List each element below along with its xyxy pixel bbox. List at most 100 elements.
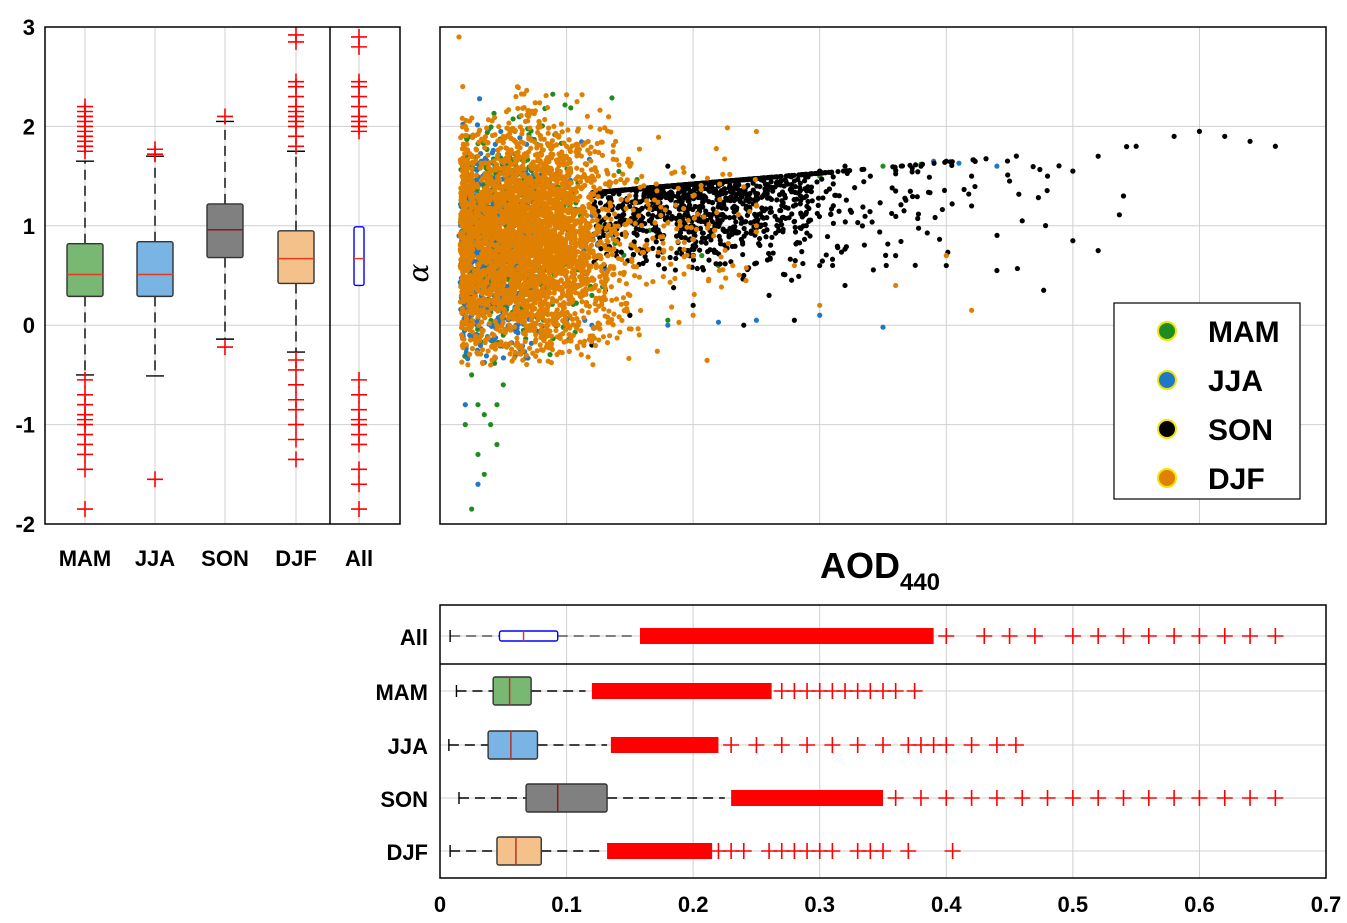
scatter-point bbox=[804, 230, 810, 236]
scatter-point bbox=[791, 317, 798, 323]
scatter-point bbox=[877, 200, 883, 206]
scatter-point bbox=[720, 171, 726, 177]
scatter-point bbox=[567, 146, 573, 152]
scatter-point bbox=[861, 166, 867, 172]
scatter-point bbox=[654, 188, 660, 194]
scatter-point bbox=[597, 326, 603, 332]
scatter-point bbox=[828, 211, 834, 217]
scatter-point bbox=[493, 264, 500, 270]
scatter-point bbox=[530, 350, 536, 356]
scatter-point bbox=[690, 173, 696, 179]
scatter-point bbox=[717, 196, 723, 203]
scatter-point bbox=[462, 422, 468, 428]
scatter-point bbox=[716, 201, 722, 207]
outlier-marker bbox=[351, 476, 367, 493]
scatter-point bbox=[842, 163, 848, 169]
scatter-point bbox=[709, 199, 716, 206]
scatter-point bbox=[630, 252, 636, 258]
scatter-point bbox=[557, 302, 563, 308]
scatter-point bbox=[508, 346, 515, 352]
scatter-point bbox=[665, 163, 671, 169]
scatter-point bbox=[723, 206, 729, 212]
scatter-point bbox=[725, 196, 731, 203]
scatter-point bbox=[994, 267, 1000, 274]
scatter-point bbox=[497, 171, 503, 177]
scatter-point bbox=[585, 309, 592, 316]
scatter-point bbox=[608, 284, 614, 290]
scatter-point bbox=[753, 128, 760, 135]
scatter-point bbox=[721, 199, 727, 205]
scatter-point bbox=[939, 206, 945, 213]
scatter-point bbox=[610, 142, 617, 148]
scatter-point bbox=[767, 256, 773, 262]
box-iqr bbox=[277, 230, 315, 285]
scatter-point bbox=[585, 138, 591, 145]
scatter-point bbox=[506, 120, 512, 126]
scatter-point bbox=[1095, 248, 1101, 254]
scatter-point bbox=[524, 361, 530, 368]
scatter-point bbox=[913, 162, 919, 168]
scatter-point bbox=[520, 357, 526, 363]
scatter-point bbox=[465, 356, 471, 362]
scatter-point bbox=[464, 309, 470, 315]
scatter-point bbox=[902, 195, 908, 201]
scatter-point bbox=[704, 186, 710, 192]
scatter-point bbox=[616, 277, 622, 283]
scatter-point bbox=[475, 402, 481, 408]
scatter-point bbox=[740, 241, 746, 247]
scatter-point bbox=[615, 187, 621, 194]
scatter-point bbox=[915, 225, 922, 231]
scatter-point bbox=[1120, 193, 1127, 199]
scatter-point bbox=[722, 261, 728, 267]
scatter-point bbox=[623, 233, 629, 240]
scatter-point bbox=[596, 337, 602, 343]
scatter-point bbox=[716, 223, 722, 229]
scatter-point bbox=[774, 174, 780, 180]
scatter-point bbox=[480, 360, 486, 367]
scatter-point bbox=[704, 357, 710, 363]
scatter-point bbox=[817, 262, 823, 269]
scatter-point bbox=[520, 105, 526, 111]
scatter-point bbox=[588, 242, 595, 248]
scatter-point bbox=[606, 114, 612, 120]
scatter-point bbox=[479, 347, 486, 353]
scatter-point bbox=[547, 351, 553, 358]
scatter-point bbox=[757, 183, 763, 190]
scatter-point bbox=[777, 207, 783, 214]
scatter-point bbox=[806, 205, 812, 212]
scatter-point bbox=[703, 240, 709, 246]
scatter-point bbox=[533, 332, 539, 338]
scatter-point bbox=[647, 206, 653, 212]
scatter-point bbox=[719, 217, 725, 223]
scatter-point bbox=[589, 292, 595, 298]
scatter-point bbox=[561, 301, 567, 307]
scatter-point bbox=[481, 412, 487, 418]
category-label: SON bbox=[201, 546, 249, 571]
scatter-point bbox=[497, 328, 503, 334]
outlier-marker bbox=[351, 436, 367, 453]
scatter-point bbox=[606, 179, 613, 185]
scatter-point bbox=[469, 506, 475, 512]
scatter-point bbox=[733, 219, 739, 225]
scatter-point bbox=[838, 249, 845, 255]
outlier-marker bbox=[77, 461, 93, 478]
scatter-point bbox=[461, 336, 467, 342]
scatter-point bbox=[817, 312, 823, 318]
scatter-point bbox=[520, 159, 527, 165]
scatter-point bbox=[697, 225, 704, 232]
scatter-point bbox=[893, 213, 899, 220]
scatter-point bbox=[699, 202, 705, 209]
scatter-point bbox=[732, 224, 738, 230]
scatter-point bbox=[743, 219, 749, 225]
scatter-point bbox=[885, 241, 891, 247]
scatter-point bbox=[830, 181, 836, 187]
scatter-point bbox=[1272, 143, 1278, 149]
scatter-point bbox=[918, 163, 924, 169]
scatter-point bbox=[636, 199, 642, 205]
scatter-point bbox=[499, 314, 505, 320]
scatter-point bbox=[966, 191, 972, 197]
scatter-point bbox=[661, 183, 667, 190]
scatter-point bbox=[898, 238, 904, 245]
scatter-point bbox=[647, 192, 654, 198]
